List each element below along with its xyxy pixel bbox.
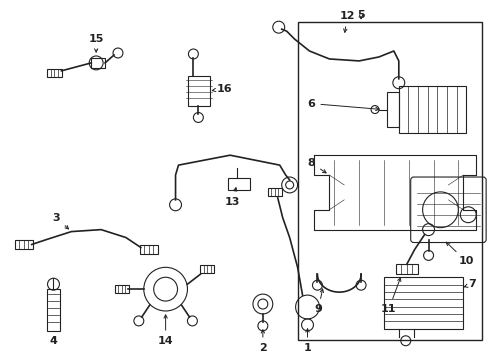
Bar <box>399 86 466 133</box>
Text: 11: 11 <box>381 278 401 314</box>
Bar <box>91 58 105 68</box>
Bar <box>15 240 33 249</box>
Text: 5: 5 <box>357 10 365 20</box>
Text: 6: 6 <box>308 99 379 111</box>
Bar <box>200 265 214 273</box>
Bar <box>115 285 129 293</box>
Text: 16: 16 <box>212 84 232 94</box>
Bar <box>387 92 399 127</box>
Text: 7: 7 <box>465 279 476 289</box>
Bar <box>189 76 210 105</box>
Bar <box>268 188 282 196</box>
Text: 1: 1 <box>304 329 311 353</box>
Text: 13: 13 <box>224 188 240 207</box>
Bar <box>140 245 158 254</box>
Text: 2: 2 <box>259 330 267 353</box>
Text: 9: 9 <box>315 289 323 314</box>
Bar <box>396 264 417 274</box>
Text: 3: 3 <box>52 213 69 229</box>
Text: 10: 10 <box>446 242 474 266</box>
Bar <box>384 277 464 329</box>
Text: 4: 4 <box>49 336 57 346</box>
Text: 15: 15 <box>89 34 104 52</box>
Bar <box>228 178 250 190</box>
Bar <box>297 22 482 340</box>
Bar <box>47 69 62 77</box>
Text: 8: 8 <box>308 158 326 173</box>
Bar <box>47 289 60 331</box>
Text: 12: 12 <box>340 11 355 32</box>
Text: 14: 14 <box>158 315 173 346</box>
